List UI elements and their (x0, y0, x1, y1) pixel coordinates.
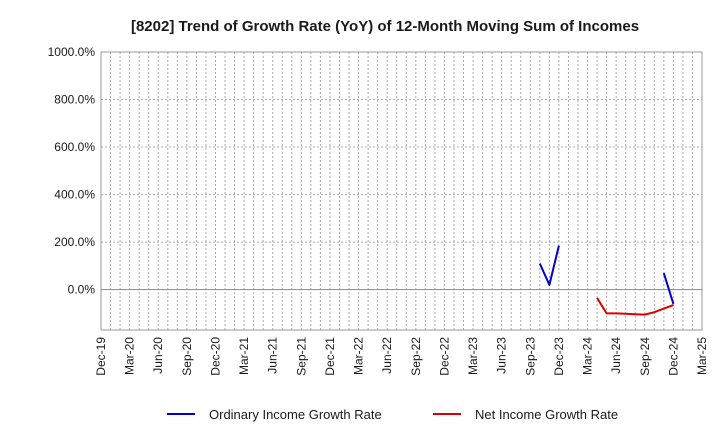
y-tick-label: 1000.0% (48, 45, 96, 59)
x-tick-label: Mar-22 (352, 337, 366, 375)
x-tick-label: Dec-20 (208, 337, 222, 376)
x-tick-label: Sep-24 (638, 337, 652, 376)
legend-label: Ordinary Income Growth Rate (209, 407, 382, 422)
legend-label: Net Income Growth Rate (475, 407, 618, 422)
x-tick-label: Jun-24 (609, 337, 623, 374)
y-tick-label: 200.0% (54, 235, 95, 249)
x-tick-label: Jun-21 (266, 337, 280, 374)
x-tick-label: Jun-22 (380, 337, 394, 374)
x-tick-label: Mar-24 (581, 337, 595, 375)
x-tick-label: Sep-23 (523, 337, 537, 376)
chart-title: [8202] Trend of Growth Rate (YoY) of 12-… (131, 18, 639, 35)
x-tick-label: Sep-20 (180, 337, 194, 376)
x-tick-label: Sep-22 (409, 337, 423, 376)
x-tick-label: Dec-24 (666, 337, 680, 376)
series-line (662, 272, 675, 305)
x-tick-label: Sep-21 (294, 337, 308, 376)
x-tick-label: Dec-21 (323, 337, 337, 376)
x-tick-label: Dec-23 (552, 337, 566, 376)
axis-layer: 0.0% 200.0% 400.0% 600.0% 800.0% 1000.0% Dec-1… (48, 45, 709, 376)
series-line (538, 245, 560, 286)
series-line (596, 297, 674, 316)
y-tick-label: 0.0% (68, 283, 96, 297)
y-tick-label: 800.0% (54, 93, 95, 107)
x-tick-label: Dec-22 (437, 337, 451, 376)
series-layer (538, 245, 675, 316)
y-tick-label: 600.0% (54, 140, 95, 154)
plot-area (100, 51, 703, 331)
x-tick-label: Mar-21 (237, 337, 251, 375)
x-tick-label: Dec-19 (94, 337, 108, 376)
legend: Ordinary Income Growth Rate Net Income Gr… (167, 407, 618, 422)
x-tick-label: Mar-25 (695, 337, 709, 375)
x-tick-label: Jun-23 (495, 337, 509, 374)
x-tick-label: Mar-23 (466, 337, 480, 375)
grid-layer (101, 51, 702, 330)
y-tick-label: 400.0% (54, 188, 95, 202)
x-tick-label: Mar-20 (123, 337, 137, 375)
x-tick-label: Jun-20 (151, 337, 165, 374)
